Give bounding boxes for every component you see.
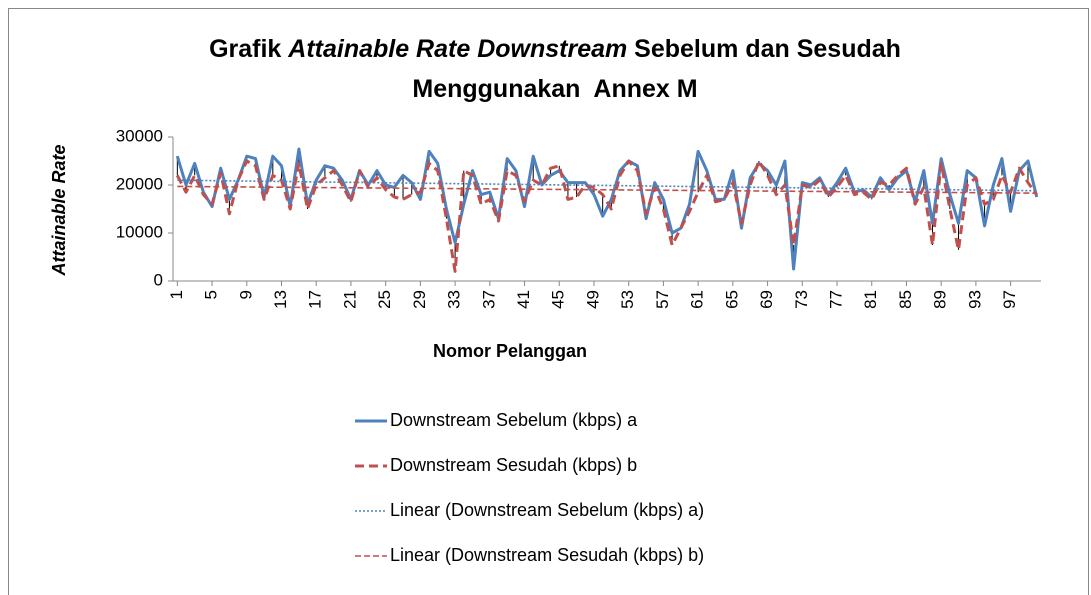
y-tick-label: 10000 xyxy=(116,222,163,241)
y-tick-label: 0 xyxy=(154,270,163,289)
x-tick-label: 57 xyxy=(653,290,672,309)
chart-border xyxy=(8,8,1089,595)
x-tick-label: 45 xyxy=(549,290,568,309)
x-tick-label: 77 xyxy=(827,290,846,309)
title-part: Attainable Rate Downstream xyxy=(287,35,627,63)
legend-label: Downstream Sebelum (kbps) a xyxy=(390,410,638,430)
trend-line xyxy=(177,185,1037,194)
x-axis-label: Nomor Pelanggan xyxy=(433,341,587,361)
x-tick-label: 37 xyxy=(479,290,498,309)
x-tick-label: 69 xyxy=(757,290,776,309)
x-tick-label: 97 xyxy=(1000,290,1019,309)
legend-label: Downstream Sesudah (kbps) b xyxy=(390,455,637,475)
trend-line xyxy=(177,179,1037,192)
x-tick-label: 61 xyxy=(688,290,707,309)
x-tick-label: 21 xyxy=(340,290,359,309)
series-line xyxy=(175,147,1039,271)
title-part: Grafik xyxy=(209,35,288,63)
x-tick-label: 89 xyxy=(931,290,950,309)
y-tick-label: 20000 xyxy=(116,174,163,193)
x-tick-label: 25 xyxy=(375,290,394,309)
x-tick-label: 65 xyxy=(722,290,741,309)
legend-label: Linear (Downstream Sesudah (kbps) b) xyxy=(390,545,704,565)
y-tick-label: 30000 xyxy=(116,126,163,145)
series-line xyxy=(175,159,1038,273)
x-tick-label: 17 xyxy=(306,290,325,309)
x-tick-label: 41 xyxy=(514,290,533,309)
x-tick-label: 9 xyxy=(236,290,255,299)
x-tick-label: 85 xyxy=(896,290,915,309)
x-tick-label: 13 xyxy=(271,290,290,309)
x-tick-label: 81 xyxy=(861,290,880,309)
title-part: Menggunakan Annex M xyxy=(412,75,697,103)
title-part: Sebelum dan Sesudah xyxy=(627,35,901,63)
x-tick-label: 53 xyxy=(618,290,637,309)
legend-label: Linear (Downstream Sebelum (kbps) a) xyxy=(390,500,704,520)
y-axis-label: Attainable Rate xyxy=(49,144,69,276)
x-tick-label: 5 xyxy=(202,290,221,299)
x-tick-label: 1 xyxy=(167,290,186,299)
x-tick-label: 49 xyxy=(583,290,602,309)
x-tick-label: 93 xyxy=(965,290,984,309)
chart-title: Grafik Attainable Rate Downstream Sebelu… xyxy=(209,35,901,103)
x-tick-label: 73 xyxy=(792,290,811,309)
x-tick-label: 29 xyxy=(410,290,429,309)
x-tick-label: 33 xyxy=(445,290,464,309)
